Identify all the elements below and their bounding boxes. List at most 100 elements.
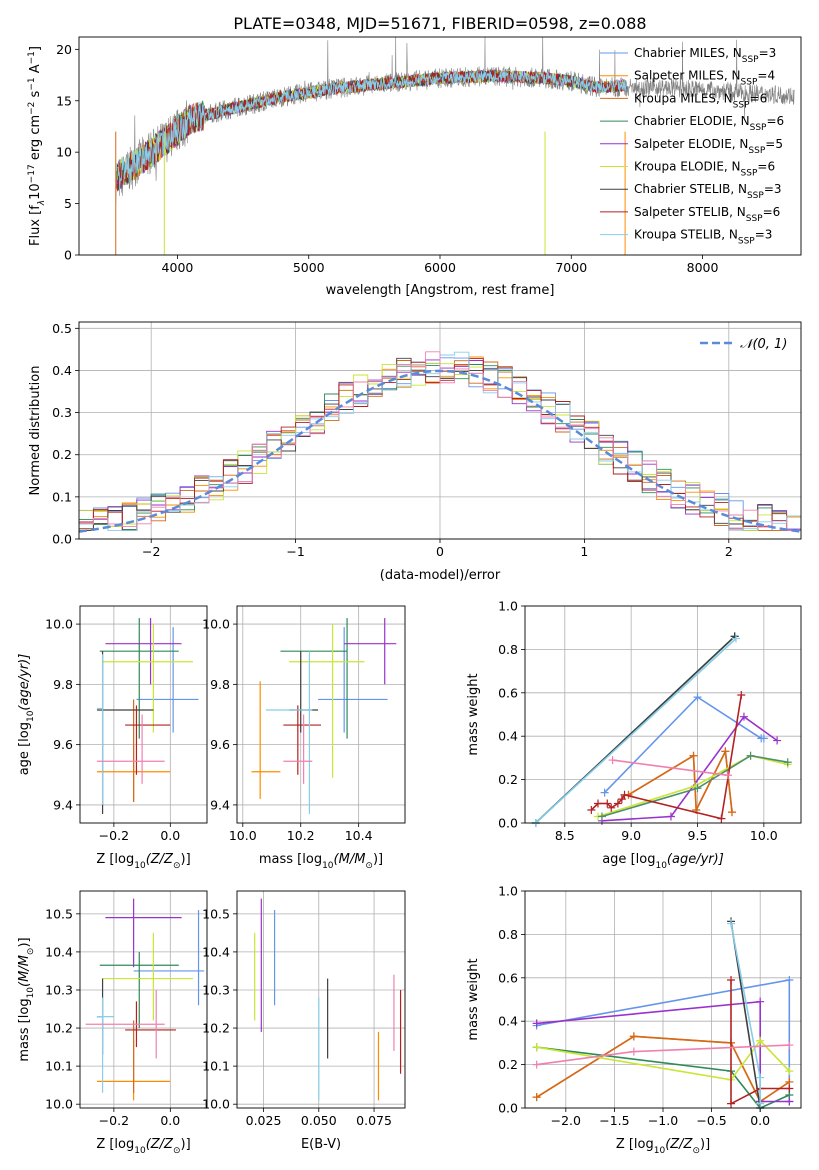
weight-marker [693,784,702,793]
weight-marker [717,814,726,823]
y-tick-label: 0.2 [52,447,72,462]
x-axis-label: Z [log10(Z/Z⊙)] [96,1137,190,1156]
errorbar-point [283,714,313,784]
x-tick-label: 9.5 [688,828,708,843]
axes-frame [79,890,208,1109]
x-axis-label: E(B-V) [301,1137,341,1152]
y-tick-label: 1.0 [498,884,518,899]
weight-marker [629,1047,638,1056]
weight-line [590,694,743,820]
weight-marker [532,1093,541,1102]
y-tick-label: 20 [56,42,72,57]
histogram-salp_miles [79,356,801,532]
axes-frame [236,605,406,824]
y-tick-label: 1.0 [498,599,518,614]
errorbar-point [102,624,193,733]
legend-gaussian-label: 𝒩(0, 1) [740,337,787,352]
spectrum-model-krou_stelib [116,70,627,190]
y-tick-label: 0.5 [52,321,72,336]
y-tick-label: 10.3 [45,982,73,997]
x-tick-label: 0.0 [160,1113,180,1128]
x-tick-label: 10.2 [287,828,315,843]
panel-residuals: −2 −1 0 1 2 0.0 0.1 0.2 0.3 0.4 0.5 𝒩(0, 1) (data-mo… [28,321,802,583]
axes-frame [78,321,802,540]
y-tick-label: 15 [56,93,72,108]
y-axis-label: mass [log10(M/M⊙)] [17,937,36,1061]
x-tick-label: 4000 [162,260,194,275]
y-tick-label: 9.8 [210,677,230,692]
weight-marker [785,1041,794,1050]
weight-marker [593,799,602,808]
y-tick-label: 0 [64,248,72,263]
weight-line [597,754,788,818]
panel-mass_vs_Z: −0.2 0.0 10.0 10.1 10.2 10.3 10.4 10.5 Z [log10(… [17,890,208,1156]
weight-marker [693,693,702,702]
y-tick-label: 0.8 [498,927,518,942]
x-axis-label: Z [log10(Z/Z⊙)] [616,1137,710,1156]
errorbar-point [344,618,397,685]
y-tick-label: 0.6 [498,685,518,700]
x-tick-label: 6000 [424,260,456,275]
weight-line [601,715,778,822]
weight-marker [785,975,794,984]
weight-marker [756,997,765,1006]
x-axis-label: age [log10(age/yr)] [602,852,724,871]
errorbar-point [96,714,165,784]
x-tick-label: 10.4 [345,828,373,843]
x-tick-label: 10.0 [229,828,257,843]
y-tick-label: 0.4 [498,729,518,744]
y-tick-label: 0.4 [52,363,72,378]
x-axis-label: wavelength [Angstrom, rest frame] [326,283,555,298]
x-tick-label: 5000 [293,260,325,275]
y-tick-label: 10.0 [45,617,73,632]
panel-age_vs_Z: −0.2 0.0 9.4 9.6 9.8 10.0 Z [log10(Z/Z⊙)] age [… [17,605,208,871]
errorbar-point [85,989,165,1059]
errorbar-point [102,932,193,1021]
y-tick-label: 0.8 [498,642,518,657]
spectrum-model-salp_elodie [116,68,627,189]
weight-marker [724,771,733,780]
errorbar-point [99,618,179,739]
spectrum-model-salp_stelib [116,69,627,192]
y-tick-label: 9.6 [53,737,73,752]
y-tick-label: 10.1 [202,1059,230,1074]
weight-marker [773,736,782,745]
y-axis-label: age [log10(age/yr)] [17,654,36,776]
y-tick-label: 10.0 [45,1097,73,1112]
y-tick-label: 10.5 [202,906,230,921]
weight-marker [785,1067,794,1076]
weight-marker [785,1084,794,1093]
weight-marker [727,919,736,928]
weight-marker [587,805,596,814]
errorbar-point [105,898,182,968]
errorbar-point [318,627,388,733]
y-tick-label: 10.5 [45,906,73,921]
axes-frame [524,890,802,1109]
x-axis-label: mass [log10(M/M⊙)] [259,852,383,871]
errorbar-point [96,654,104,805]
y-tick-label: 0.1 [52,489,72,504]
weight-marker [532,1060,541,1069]
weight-marker [597,812,606,821]
x-tick-label: −1.0 [648,1113,678,1128]
errorbar-point [125,705,171,775]
y-tick-label: 9.8 [53,677,73,692]
weight-line [536,1000,790,1103]
y-tick-label: 9.6 [210,737,230,752]
x-axis-label: (data-model)/error [380,568,501,583]
weight-marker [617,795,626,804]
weight-marker [756,1036,765,1045]
y-tick-label: 0.2 [498,772,518,787]
weight-marker [785,1097,794,1106]
errorbar-point [105,618,182,685]
errorbar-point [251,681,281,799]
axes-frame [524,605,802,824]
x-tick-label: 8.5 [555,828,575,843]
y-tick-label: 10.0 [202,1097,230,1112]
weight-marker [666,812,675,821]
panel-weight_vs_age: 8.5 9.0 9.5 10.0 0.0 0.2 0.4 0.6 0.8 1.0 age [log1… [466,599,802,871]
x-tick-label: 0.050 [301,1113,337,1128]
weight-marker [731,634,740,643]
y-tick-label: 10.2 [45,1021,73,1036]
weight-marker [620,790,629,799]
